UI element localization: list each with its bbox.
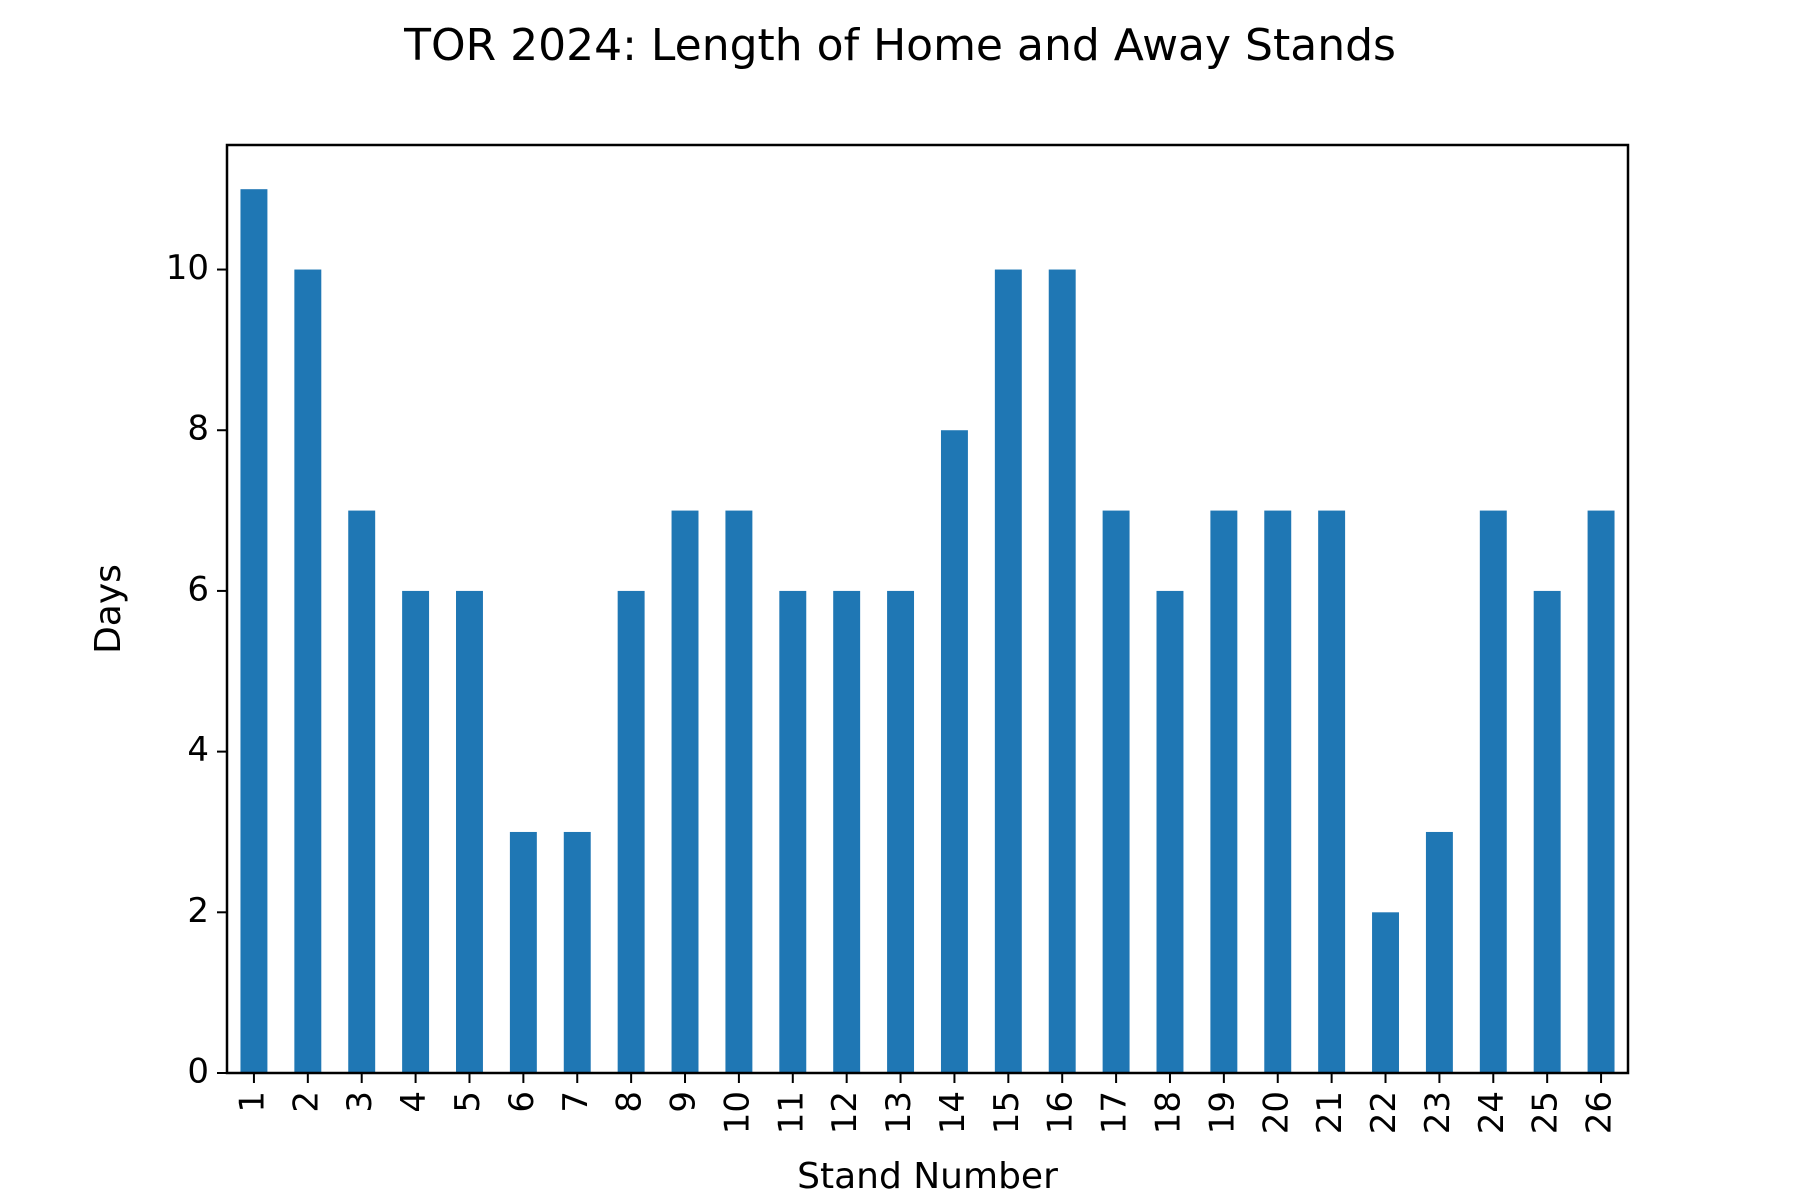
x-tick-label: 4	[394, 1091, 434, 1113]
y-tick-label: 4	[187, 730, 209, 770]
bar-stand-3	[348, 510, 376, 1073]
bar-stand-14	[940, 430, 968, 1073]
bar-stand-22	[1372, 912, 1399, 1073]
bar-stand-24	[1479, 510, 1507, 1073]
bar-stand-2	[294, 269, 322, 1073]
bar-stand-19	[1210, 510, 1238, 1073]
bar-stand-17	[1102, 510, 1130, 1073]
bar-stand-26	[1587, 510, 1615, 1073]
chart-title: TOR 2024: Length of Home and Away Stands	[403, 20, 1396, 71]
x-tick-label: 23	[1418, 1091, 1458, 1134]
bar-stand-18	[1156, 590, 1184, 1073]
bars-layer	[240, 189, 1615, 1073]
bar-stand-15	[994, 269, 1022, 1073]
x-tick-label: 12	[825, 1091, 865, 1134]
bar-stand-12	[833, 590, 861, 1073]
x-axis-ticks: 1 2 3 4 5 6 7 8 9 10 11 12 13 14 15 16 17 18 19 20 21 22 23 24 2…	[232, 1073, 1620, 1134]
x-tick-label: 14	[933, 1091, 973, 1134]
bar-stand-23	[1425, 831, 1453, 1073]
x-tick-label: 19	[1202, 1091, 1242, 1134]
x-tick-label: 13	[879, 1091, 919, 1134]
bar-stand-16	[1048, 269, 1076, 1073]
x-tick-label: 20	[1256, 1091, 1296, 1134]
y-axis-label: Days	[88, 564, 129, 654]
x-tick-label: 17	[1095, 1091, 1135, 1134]
x-tick-label: 26	[1580, 1091, 1620, 1134]
x-tick-label: 11	[771, 1091, 811, 1134]
bar-stand-1	[240, 189, 268, 1073]
x-tick-label: 9	[664, 1091, 704, 1113]
bar-stand-5	[456, 590, 483, 1073]
y-tick-label: 2	[187, 891, 209, 931]
y-tick-label: 10	[166, 248, 209, 288]
y-tick-label: 6	[187, 569, 209, 609]
plot-frame	[225, 143, 1630, 1075]
bar-stand-20	[1264, 510, 1292, 1073]
y-tick-label: 0	[187, 1052, 209, 1092]
x-tick-label: 5	[448, 1091, 488, 1113]
x-tick-label: 1	[232, 1091, 272, 1113]
x-tick-label: 8	[610, 1091, 650, 1113]
x-tick-label: 15	[987, 1091, 1027, 1134]
x-tick-label: 10	[717, 1091, 757, 1134]
x-tick-label: 7	[556, 1091, 596, 1113]
x-tick-label: 18	[1148, 1091, 1188, 1134]
bar-stand-6	[509, 831, 537, 1073]
bar-stand-21	[1318, 510, 1346, 1073]
x-tick-label: 16	[1041, 1091, 1081, 1134]
y-tick-label: 8	[187, 409, 209, 449]
bar-stand-11	[779, 590, 807, 1073]
bar-stand-25	[1533, 590, 1561, 1073]
x-tick-label: 24	[1472, 1091, 1512, 1134]
x-axis-label: Stand Number	[797, 1156, 1058, 1197]
x-tick-label: 22	[1364, 1091, 1404, 1134]
x-tick-label: 3	[340, 1091, 380, 1113]
bar-stand-9	[671, 510, 699, 1073]
x-tick-label: 25	[1526, 1091, 1566, 1134]
x-tick-label: 6	[502, 1091, 542, 1113]
x-tick-label: 2	[286, 1091, 326, 1113]
bar-stand-10	[725, 510, 753, 1073]
x-tick-label: 21	[1310, 1091, 1350, 1134]
bar-stand-13	[887, 590, 915, 1073]
bar-stand-7	[563, 831, 591, 1073]
bar-stand-4	[402, 590, 430, 1073]
y-axis-ticks: 0 2 4 6 8 10	[166, 248, 227, 1092]
bar-stand-8	[617, 590, 645, 1073]
